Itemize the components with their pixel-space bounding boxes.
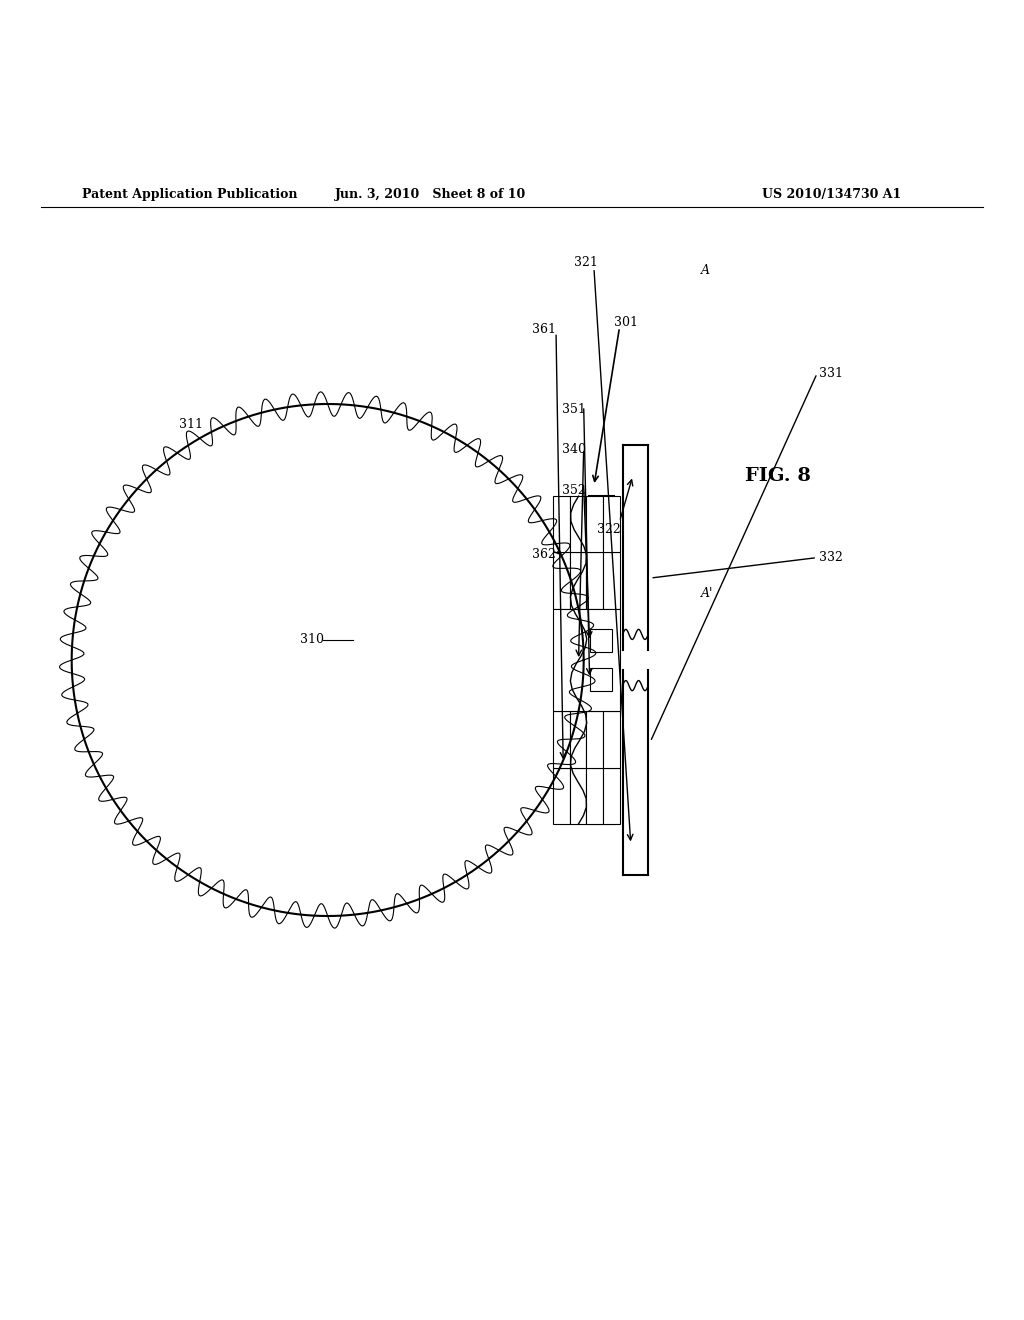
Bar xyxy=(553,711,569,767)
Text: 351: 351 xyxy=(562,403,586,416)
Text: 362: 362 xyxy=(532,548,556,561)
Text: A': A' xyxy=(701,587,714,599)
Bar xyxy=(586,496,603,553)
Bar xyxy=(569,711,586,767)
Bar xyxy=(590,630,612,652)
Text: Patent Application Publication: Patent Application Publication xyxy=(82,187,297,201)
Text: A: A xyxy=(701,264,711,277)
Bar xyxy=(569,553,586,609)
Text: 340: 340 xyxy=(562,442,586,455)
Text: US 2010/134730 A1: US 2010/134730 A1 xyxy=(762,187,901,201)
Bar xyxy=(553,767,569,824)
Text: 301: 301 xyxy=(614,315,638,329)
Bar xyxy=(603,711,620,767)
Bar xyxy=(603,496,620,553)
Bar xyxy=(590,668,612,690)
Text: 311: 311 xyxy=(179,418,203,430)
Text: 352: 352 xyxy=(562,483,586,496)
Text: 321: 321 xyxy=(574,256,598,269)
Bar xyxy=(553,553,569,609)
Bar xyxy=(603,553,620,609)
Bar xyxy=(569,767,586,824)
Text: 331: 331 xyxy=(819,367,843,380)
Bar xyxy=(586,767,603,824)
Bar xyxy=(586,711,603,767)
Bar xyxy=(586,553,603,609)
Bar xyxy=(603,767,620,824)
Text: 361: 361 xyxy=(532,323,556,335)
Text: 322: 322 xyxy=(597,524,621,536)
Text: 332: 332 xyxy=(819,552,843,564)
Text: FIG. 8: FIG. 8 xyxy=(745,467,811,484)
Bar xyxy=(569,496,586,553)
Bar xyxy=(553,496,569,553)
Text: 310: 310 xyxy=(300,634,325,645)
Bar xyxy=(553,609,620,711)
Bar xyxy=(589,649,614,824)
Text: Jun. 3, 2010   Sheet 8 of 10: Jun. 3, 2010 Sheet 8 of 10 xyxy=(335,187,525,201)
Bar xyxy=(589,496,614,671)
